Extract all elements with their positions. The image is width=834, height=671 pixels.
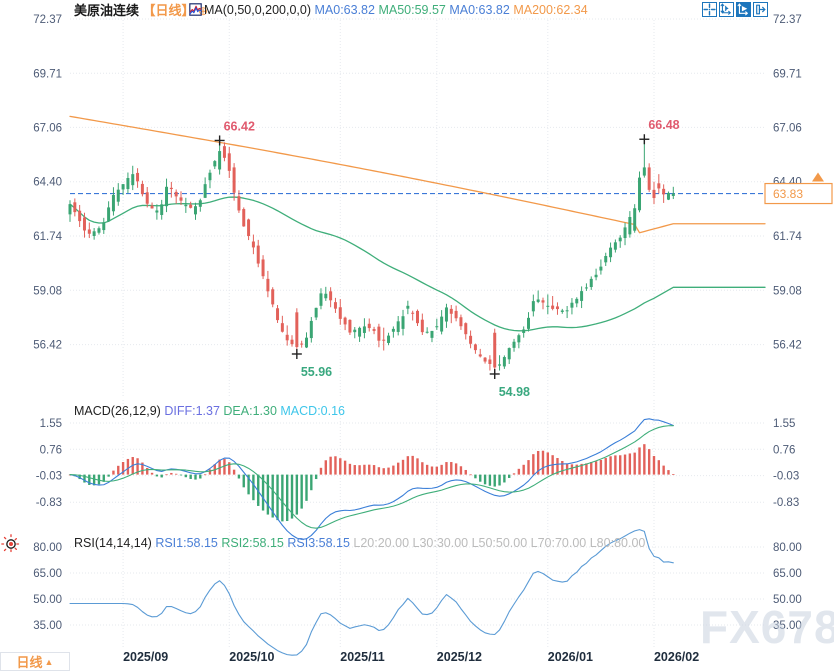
svg-text:1.55: 1.55	[773, 418, 795, 430]
svg-text:61.74: 61.74	[773, 231, 802, 243]
svg-text:80.00: 80.00	[33, 542, 62, 554]
svg-text:0.76: 0.76	[40, 444, 62, 456]
svg-text:59.08: 59.08	[33, 285, 62, 297]
svg-text:35.00: 35.00	[33, 620, 62, 632]
svg-text:80.00: 80.00	[773, 542, 802, 554]
svg-text:2026/02: 2026/02	[654, 650, 699, 664]
svg-text:54.98: 54.98	[499, 385, 530, 399]
svg-text:56.42: 56.42	[33, 340, 62, 352]
svg-text:2025/11: 2025/11	[340, 650, 385, 664]
svg-text:56.42: 56.42	[773, 340, 802, 352]
svg-text:69.71: 69.71	[773, 68, 802, 80]
svg-text:64.40: 64.40	[33, 177, 62, 189]
svg-text:65.00: 65.00	[773, 568, 802, 580]
svg-text:2025/10: 2025/10	[229, 650, 274, 664]
svg-text:66.42: 66.42	[224, 119, 255, 133]
svg-text:50.00: 50.00	[33, 594, 62, 606]
svg-text:2025/12: 2025/12	[437, 650, 482, 664]
svg-text:-0.83: -0.83	[773, 497, 799, 509]
svg-text:69.71: 69.71	[33, 68, 62, 80]
svg-text:63.83: 63.83	[773, 187, 803, 201]
svg-text:72.37: 72.37	[33, 14, 62, 26]
svg-text:-0.83: -0.83	[36, 497, 62, 509]
svg-text:2026/01: 2026/01	[548, 650, 593, 664]
svg-text:-0.03: -0.03	[773, 471, 799, 483]
svg-text:65.00: 65.00	[33, 568, 62, 580]
svg-text:67.06: 67.06	[773, 122, 802, 134]
svg-text:67.06: 67.06	[33, 122, 62, 134]
svg-text:59.08: 59.08	[773, 285, 802, 297]
svg-text:55.96: 55.96	[301, 365, 332, 379]
svg-text:66.48: 66.48	[648, 118, 679, 132]
svg-text:2025/09: 2025/09	[123, 650, 168, 664]
svg-text:0.76: 0.76	[773, 444, 795, 456]
svg-text:1.55: 1.55	[40, 418, 62, 430]
svg-text:-0.03: -0.03	[36, 471, 62, 483]
svg-text:61.74: 61.74	[33, 231, 62, 243]
